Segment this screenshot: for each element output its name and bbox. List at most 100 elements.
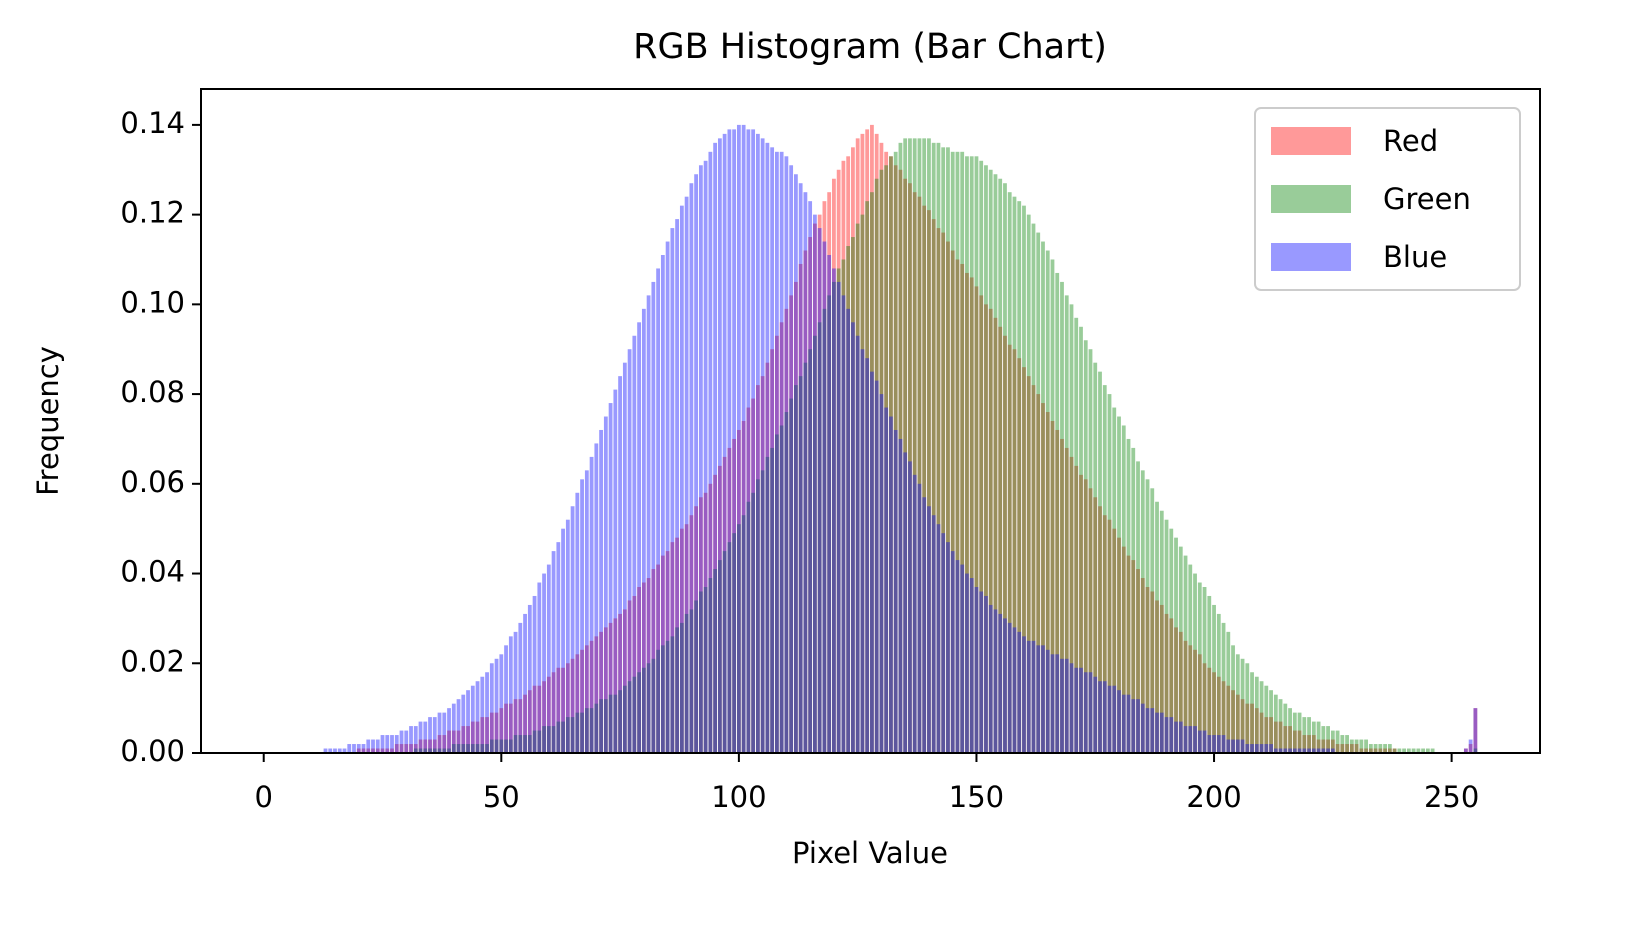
bar: [988, 169, 993, 753]
bar: [969, 277, 974, 753]
x-tick-label: 150: [949, 780, 1004, 814]
bar: [480, 744, 485, 753]
bar: [1335, 744, 1340, 753]
bar: [1107, 519, 1112, 753]
bar: [603, 699, 608, 753]
bar: [746, 129, 751, 754]
bar: [855, 223, 860, 753]
bar: [960, 151, 965, 754]
bar: [1297, 748, 1302, 753]
bar: [561, 528, 565, 753]
bar: [1055, 429, 1060, 753]
y-tick-label: 0.12: [120, 196, 185, 230]
bar: [1345, 735, 1349, 753]
bar: [993, 609, 998, 753]
bar: [722, 133, 727, 753]
bar: [1159, 712, 1164, 753]
bar: [965, 573, 969, 753]
bar: [1036, 394, 1041, 753]
bar: [870, 192, 874, 753]
bar: [679, 622, 684, 753]
bar: [1221, 681, 1226, 753]
bar: [689, 515, 694, 753]
bar: [736, 524, 741, 753]
bar: [1368, 744, 1373, 753]
bar: [537, 582, 542, 753]
bar: [618, 613, 622, 753]
bar: [1003, 618, 1007, 753]
bar: [1140, 578, 1145, 753]
bar: [813, 223, 817, 753]
bar: [1207, 667, 1212, 753]
legend-box: [1254, 107, 1521, 291]
bar: [1349, 739, 1354, 753]
bar: [1183, 726, 1188, 753]
bar: [1121, 694, 1126, 753]
bar: [855, 335, 860, 753]
bar: [513, 735, 518, 753]
bar: [1273, 748, 1278, 753]
bar: [1045, 250, 1050, 753]
bar: [774, 335, 779, 753]
bar: [1188, 645, 1193, 753]
bar: [889, 156, 893, 753]
bar: [1378, 744, 1383, 753]
bar: [1278, 721, 1283, 753]
bar: [394, 744, 399, 753]
bar: [504, 645, 508, 753]
bar: [1245, 744, 1250, 753]
bar: [1254, 676, 1259, 753]
bar: [594, 443, 599, 753]
bar: [746, 501, 751, 753]
bar: [684, 196, 689, 754]
bar: [713, 142, 718, 754]
bar: [1283, 726, 1288, 753]
bar: [352, 744, 356, 753]
bar: [561, 667, 565, 753]
bar: [884, 407, 889, 753]
bar: [1041, 241, 1045, 754]
bar: [1307, 735, 1311, 753]
y-tick-label: 0.10: [120, 285, 185, 319]
bar: [774, 434, 779, 753]
bar: [741, 421, 746, 753]
bar: [1387, 744, 1392, 753]
legend-label: Blue: [1383, 240, 1447, 274]
bar: [1354, 744, 1359, 753]
bar: [447, 708, 451, 753]
legend: Red Green Blue: [1254, 107, 1521, 291]
bar: [375, 739, 380, 753]
bar: [1117, 537, 1121, 753]
bar: [1425, 748, 1430, 753]
bar: [855, 138, 860, 754]
bar: [879, 169, 884, 753]
bar: [703, 492, 708, 753]
bar: [965, 272, 969, 753]
bar: [1240, 699, 1245, 753]
bar: [1311, 721, 1316, 753]
bar: [889, 416, 893, 753]
bar: [575, 712, 580, 753]
bar: [941, 232, 946, 753]
bar: [1093, 362, 1098, 753]
bar: [499, 708, 504, 753]
bar: [765, 142, 770, 754]
bar: [485, 672, 489, 753]
bar: [1007, 622, 1012, 753]
bar: [508, 739, 513, 753]
bar: [1131, 447, 1136, 753]
bar: [1259, 744, 1264, 753]
bar: [371, 739, 375, 753]
bar: [470, 744, 475, 753]
bar: [570, 717, 575, 753]
bar: [974, 156, 979, 753]
bar: [1007, 344, 1012, 753]
bar: [908, 138, 912, 754]
y-tick-label: 0.00: [120, 734, 185, 768]
bar: [1169, 528, 1174, 753]
bar: [789, 398, 794, 753]
bar: [751, 398, 756, 753]
bar: [1169, 618, 1174, 753]
bar: [755, 385, 760, 753]
bar: [779, 151, 784, 754]
